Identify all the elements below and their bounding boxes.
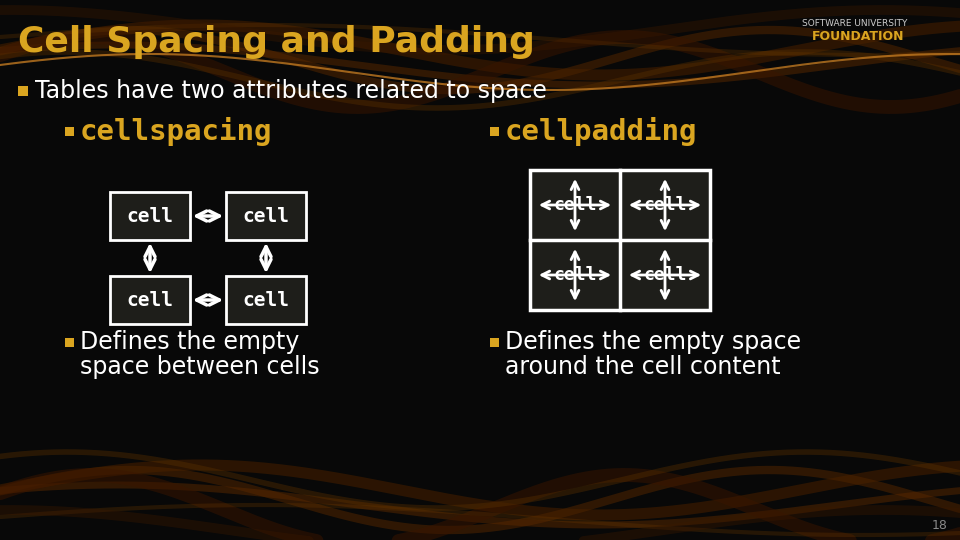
Text: Cell Spacing and Padding: Cell Spacing and Padding (18, 25, 535, 59)
Text: cell: cell (243, 206, 290, 226)
Bar (18, 86, 28, 96)
Bar (65, 338, 74, 347)
Text: cell: cell (127, 206, 174, 226)
Text: Defines the empty space: Defines the empty space (505, 330, 802, 354)
Text: FOUNDATION: FOUNDATION (812, 30, 904, 43)
Bar (110, 192, 190, 240)
Bar (531, 241, 619, 309)
Bar (490, 338, 499, 347)
Bar (65, 127, 74, 136)
Text: around the cell content: around the cell content (505, 355, 780, 379)
Text: cell: cell (643, 196, 686, 214)
Bar (621, 241, 709, 309)
Bar (531, 171, 619, 239)
Text: cell: cell (553, 196, 597, 214)
Bar (621, 171, 709, 239)
Bar (530, 170, 710, 310)
Text: 18: 18 (932, 519, 948, 532)
Text: cell: cell (643, 266, 686, 284)
Text: cellspacing: cellspacing (80, 118, 273, 146)
Text: space between cells: space between cells (80, 355, 320, 379)
Text: cell: cell (127, 291, 174, 309)
Text: SOFTWARE UNIVERSITY: SOFTWARE UNIVERSITY (803, 19, 908, 29)
Bar (490, 127, 499, 136)
Text: Tables have two attributes related to space: Tables have two attributes related to sp… (35, 79, 547, 103)
Text: cell: cell (553, 266, 597, 284)
Bar (226, 192, 306, 240)
Bar (226, 276, 306, 324)
Bar (110, 276, 190, 324)
Text: cellpadding: cellpadding (505, 118, 698, 146)
Text: cell: cell (243, 291, 290, 309)
Text: Defines the empty: Defines the empty (80, 330, 300, 354)
